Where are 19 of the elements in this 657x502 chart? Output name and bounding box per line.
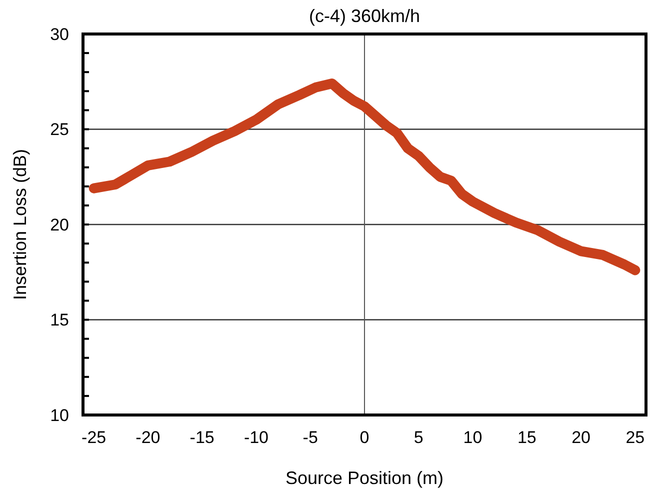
y-tick-label: 30 <box>50 24 69 44</box>
x-tick-label: 5 <box>414 428 424 447</box>
x-tick-label: -20 <box>136 428 160 447</box>
y-tick-label: 20 <box>50 215 69 234</box>
x-tick-label: 15 <box>517 428 536 447</box>
y-tick-label: 25 <box>50 120 69 140</box>
y-tick-label: 10 <box>50 406 69 425</box>
x-tick-label: 20 <box>572 428 590 447</box>
x-tick-label: -25 <box>82 428 106 447</box>
x-tick-label: -10 <box>244 428 269 447</box>
x-tick-label: 0 <box>360 428 370 447</box>
x-tick-label: -5 <box>302 428 318 447</box>
chart-title: (c-4) 360km/h <box>308 6 420 26</box>
x-axis-title: Source Position (m) <box>285 468 444 488</box>
x-tick-label: 10 <box>463 428 482 447</box>
x-tick-label: -15 <box>190 428 214 447</box>
y-tick-label: 15 <box>50 310 69 330</box>
x-tick-label: 25 <box>626 428 645 447</box>
y-axis-title: Insertion Loss (dB) <box>10 148 30 300</box>
